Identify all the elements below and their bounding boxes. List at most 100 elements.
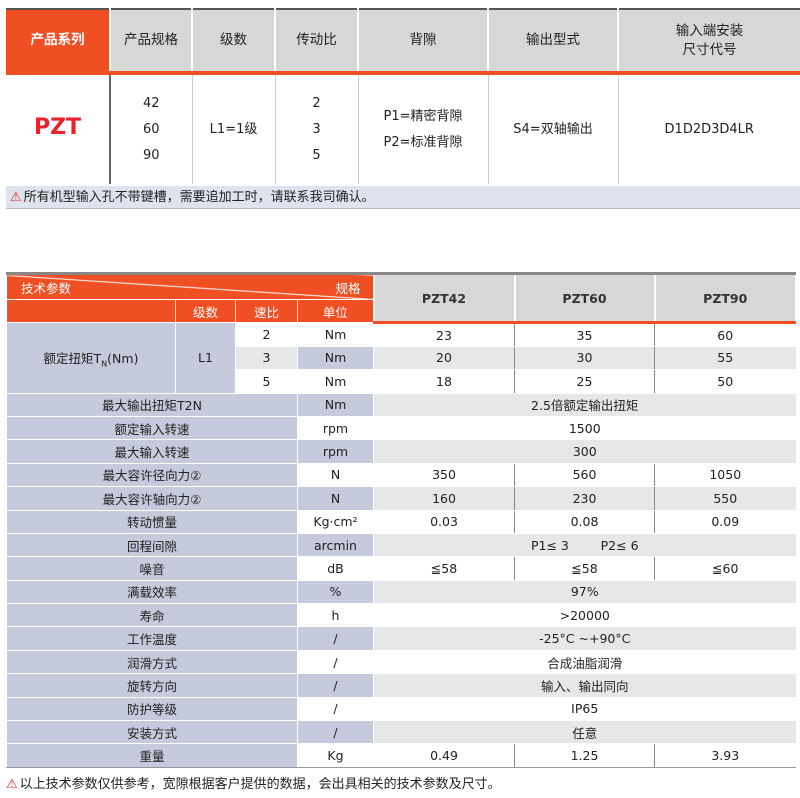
- unit-cell: Nm: [297, 345, 374, 371]
- value-cell: 0.03: [373, 509, 515, 534]
- table-row: 满载效率% 97%: [6, 579, 796, 605]
- table-row: 5 Nm 18 25 50: [7, 369, 796, 394]
- table-row: 额定输入转速 rpm 1500: [6, 415, 796, 441]
- corner-left: 技术参数: [21, 281, 72, 296]
- table-row: 3 Nm 20 30 55: [7, 345, 796, 371]
- ratio: 3: [312, 121, 321, 137]
- table-row: 回程间隙 arcmin P1≤ 3 P2≤ 6: [6, 532, 796, 558]
- unit-cell: /: [297, 673, 374, 698]
- header-output: 输出型式: [487, 9, 618, 75]
- value-cell: 560: [514, 462, 655, 488]
- unit-cell: /: [297, 649, 374, 675]
- value-cell: 1050: [654, 462, 796, 488]
- value-cell: 350: [373, 462, 515, 488]
- merged-value-cell: 97%: [373, 579, 796, 605]
- table-row: 最大容许径向力② N 350 560 1050: [6, 462, 796, 488]
- param-label: 噪音: [6, 556, 298, 581]
- param-label: 回程间隙: [6, 532, 298, 558]
- value-cell: 60: [654, 322, 796, 347]
- header-size: 产品规格: [109, 9, 192, 75]
- unit-cell: rpm: [297, 415, 374, 441]
- warning-triangle-icon: ⚠: [10, 190, 22, 205]
- unit-cell: h: [297, 603, 374, 628]
- param-label: 重量: [6, 743, 298, 768]
- unit-cell: %: [297, 579, 374, 605]
- param-label: 最大容许轴向力②: [6, 486, 298, 511]
- table-row: 防护等级 / IP65: [6, 696, 796, 722]
- value-cell: 3.93: [654, 743, 796, 768]
- unit-cell: rpm: [297, 439, 374, 464]
- header-input-code: 输入端安装 尺寸代号: [617, 9, 800, 75]
- value-cell: 550: [654, 486, 796, 511]
- unit-cell: N: [297, 462, 374, 488]
- table-row: 最大输出扭矩T2N Nm 2.5倍额定输出扭矩: [6, 392, 796, 417]
- table-row: 工作温度 / -25°C ~+90°C: [6, 626, 796, 651]
- header-line: 尺寸代号: [682, 41, 737, 58]
- value-cell: 160: [373, 486, 515, 511]
- table-row: 寿命 h >20000: [6, 603, 796, 628]
- blank-header: [6, 298, 176, 324]
- corner-header: 技术参数 规格: [6, 273, 374, 300]
- ratio: 2: [312, 95, 321, 111]
- model-header: PZT60: [513, 272, 655, 325]
- param-label: 最大输入转速: [6, 439, 298, 464]
- output-cell: S4=双轴输出: [487, 73, 618, 184]
- unit-cell: /: [297, 720, 374, 745]
- stages-cell: L1=1级: [191, 73, 275, 184]
- corner-right: 规格: [335, 281, 361, 296]
- unit-cell: Nm: [297, 322, 374, 347]
- header-backlash: 背隙: [357, 9, 488, 75]
- value-cell: 230: [514, 486, 655, 511]
- stage-header: 级数: [175, 298, 236, 324]
- value-cell: 0.49: [373, 743, 515, 768]
- size: 60: [142, 121, 160, 137]
- backlash: P1=精密背隙: [383, 108, 463, 124]
- merged-value-cell: P1≤ 3 P2≤ 6: [373, 532, 796, 558]
- merged-value-cell: 合成油脂润滑: [373, 649, 796, 675]
- note-disclaimer: ⚠ 以上技术参数仅供参考，宽隙根据客户提供的数据，会出具相关的技术参数及尺寸。: [6, 773, 501, 792]
- param-label: 安装方式: [6, 720, 298, 745]
- label-text: 额定扭矩T: [43, 350, 102, 366]
- table-row: 旋转方向 / 输入、输出同向: [6, 673, 796, 698]
- merged-value-cell: 1500: [373, 415, 796, 441]
- value-cell: ≦58: [373, 556, 515, 581]
- label-unit: (Nm): [107, 350, 139, 366]
- size: 90: [142, 147, 160, 163]
- unit-cell: N: [297, 486, 374, 511]
- value-cell: 0.09: [654, 509, 796, 534]
- value-cell: 0.08: [514, 509, 655, 534]
- unit-header: 单位: [297, 298, 374, 324]
- backlash: P2=标准背隙: [383, 134, 463, 150]
- param-label: 防护等级: [6, 696, 298, 722]
- merged-value-cell: 任意: [373, 720, 796, 745]
- note-text: 以上技术参数仅供参考，宽隙根据客户提供的数据，会出具相关的技术参数及尺寸。: [19, 777, 501, 792]
- sizes-cell: 42 60 90: [109, 73, 192, 184]
- ratio-cell: 2: [235, 322, 298, 347]
- ratio-cell: 5: [235, 369, 298, 394]
- value-cell: 25: [514, 369, 655, 394]
- table-row: 转动惯量 Kg·cm² 0.03 0.08 0.09: [6, 509, 796, 534]
- product-selection-table: 产品系列 产品规格 级数 传动比 背隙 输出型式 输入端安装 尺寸代号 PZT 4…: [6, 8, 800, 184]
- torque-label: 额定扭矩TN(Nm): [6, 322, 176, 394]
- param-label: 润滑方式: [6, 649, 298, 675]
- spec-table: 技术参数 规格 PZT42 PZT60 PZT90 级数 速比 单位 额定扭矩TN…: [6, 272, 796, 768]
- unit-cell: /: [297, 626, 374, 651]
- value-cell: 55: [654, 345, 796, 371]
- table-row: 润滑方式 / 合成油脂润滑: [6, 649, 796, 675]
- merged-value-cell: 2.5倍额定输出扭矩: [373, 392, 796, 417]
- value-cell: 18: [373, 369, 515, 394]
- value-cell: ≦60: [654, 556, 796, 581]
- unit-cell: /: [297, 696, 374, 722]
- merged-value-cell: >20000: [373, 603, 796, 628]
- model-header: PZT42: [372, 272, 515, 325]
- input-code-cell: D1D2D3D4LR: [617, 73, 800, 184]
- ratios-cell: 2 3 5: [274, 73, 358, 184]
- size: 42: [142, 95, 160, 111]
- param-label: 满载效率: [6, 579, 298, 605]
- value-cell: ≦58: [514, 556, 655, 581]
- value-cell: 23: [373, 322, 515, 347]
- value-cell: 35: [514, 322, 655, 347]
- note-text: 所有机型输入孔不带键槽，需要追加工时，请联系我司确认。: [23, 190, 375, 205]
- unit-cell: Nm: [297, 369, 374, 394]
- model-header: PZT90: [653, 272, 796, 325]
